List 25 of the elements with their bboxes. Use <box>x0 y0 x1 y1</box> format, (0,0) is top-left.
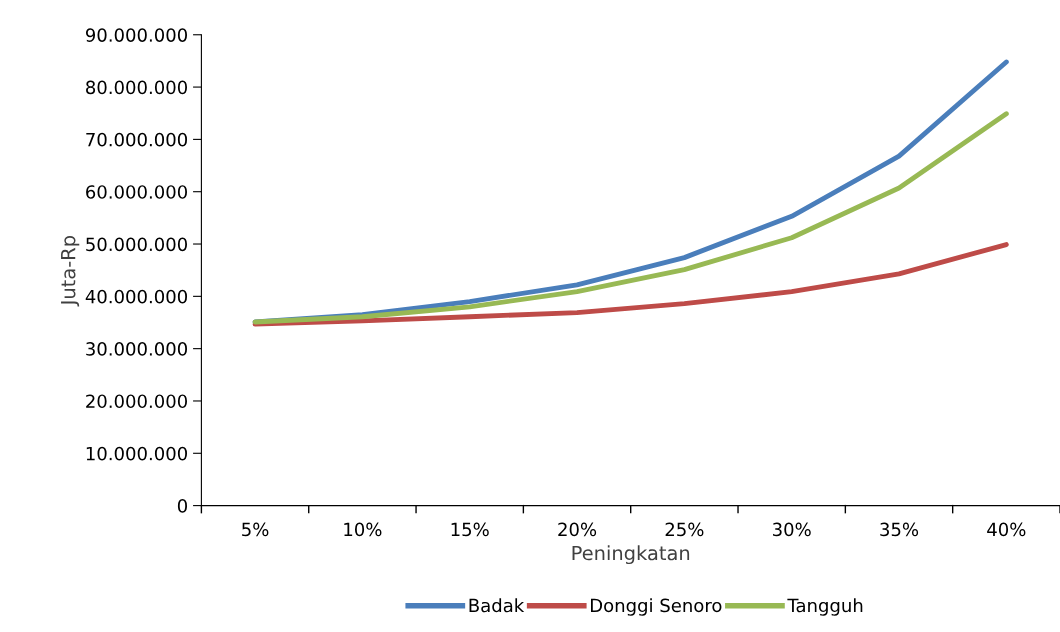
y-tick-label: 50.000.000 <box>86 237 188 252</box>
legend-label: Tangguh <box>787 598 863 616</box>
y-tick-label: 20.000.000 <box>86 394 188 409</box>
x-tick-label: 5% <box>242 522 269 537</box>
x-axis-title: Peningkatan <box>572 545 690 565</box>
x-tick-label: 25% <box>665 522 704 537</box>
y-tick-label: 90.000.000 <box>85 28 188 42</box>
y-axis-title: Juta-Rp <box>61 236 80 307</box>
y-tick-label: 10.000.000 <box>86 446 188 461</box>
x-tick-label: 10% <box>344 522 382 537</box>
legend-label: Badak <box>469 598 525 613</box>
line-series <box>252 242 1009 327</box>
y-tick-label: 60.000.000 <box>86 185 188 199</box>
y-tick-label: 30.000.000 <box>86 342 188 356</box>
x-tick-label: 35% <box>880 522 919 537</box>
line-series <box>252 111 1009 325</box>
y-tick-label: 40.000.000 <box>85 289 188 304</box>
x-tick-label: 15% <box>451 522 489 537</box>
y-tick-label: 0 <box>177 499 188 513</box>
y-tick-label: 70.000.000 <box>86 132 188 147</box>
legend-label: Donggi Senoro <box>591 598 722 616</box>
y-tick-label: 80.000.000 <box>86 80 188 95</box>
x-tick-label: 30% <box>773 522 811 537</box>
x-tick-label: 20% <box>558 522 597 537</box>
x-tick-label: 40% <box>987 522 1026 537</box>
